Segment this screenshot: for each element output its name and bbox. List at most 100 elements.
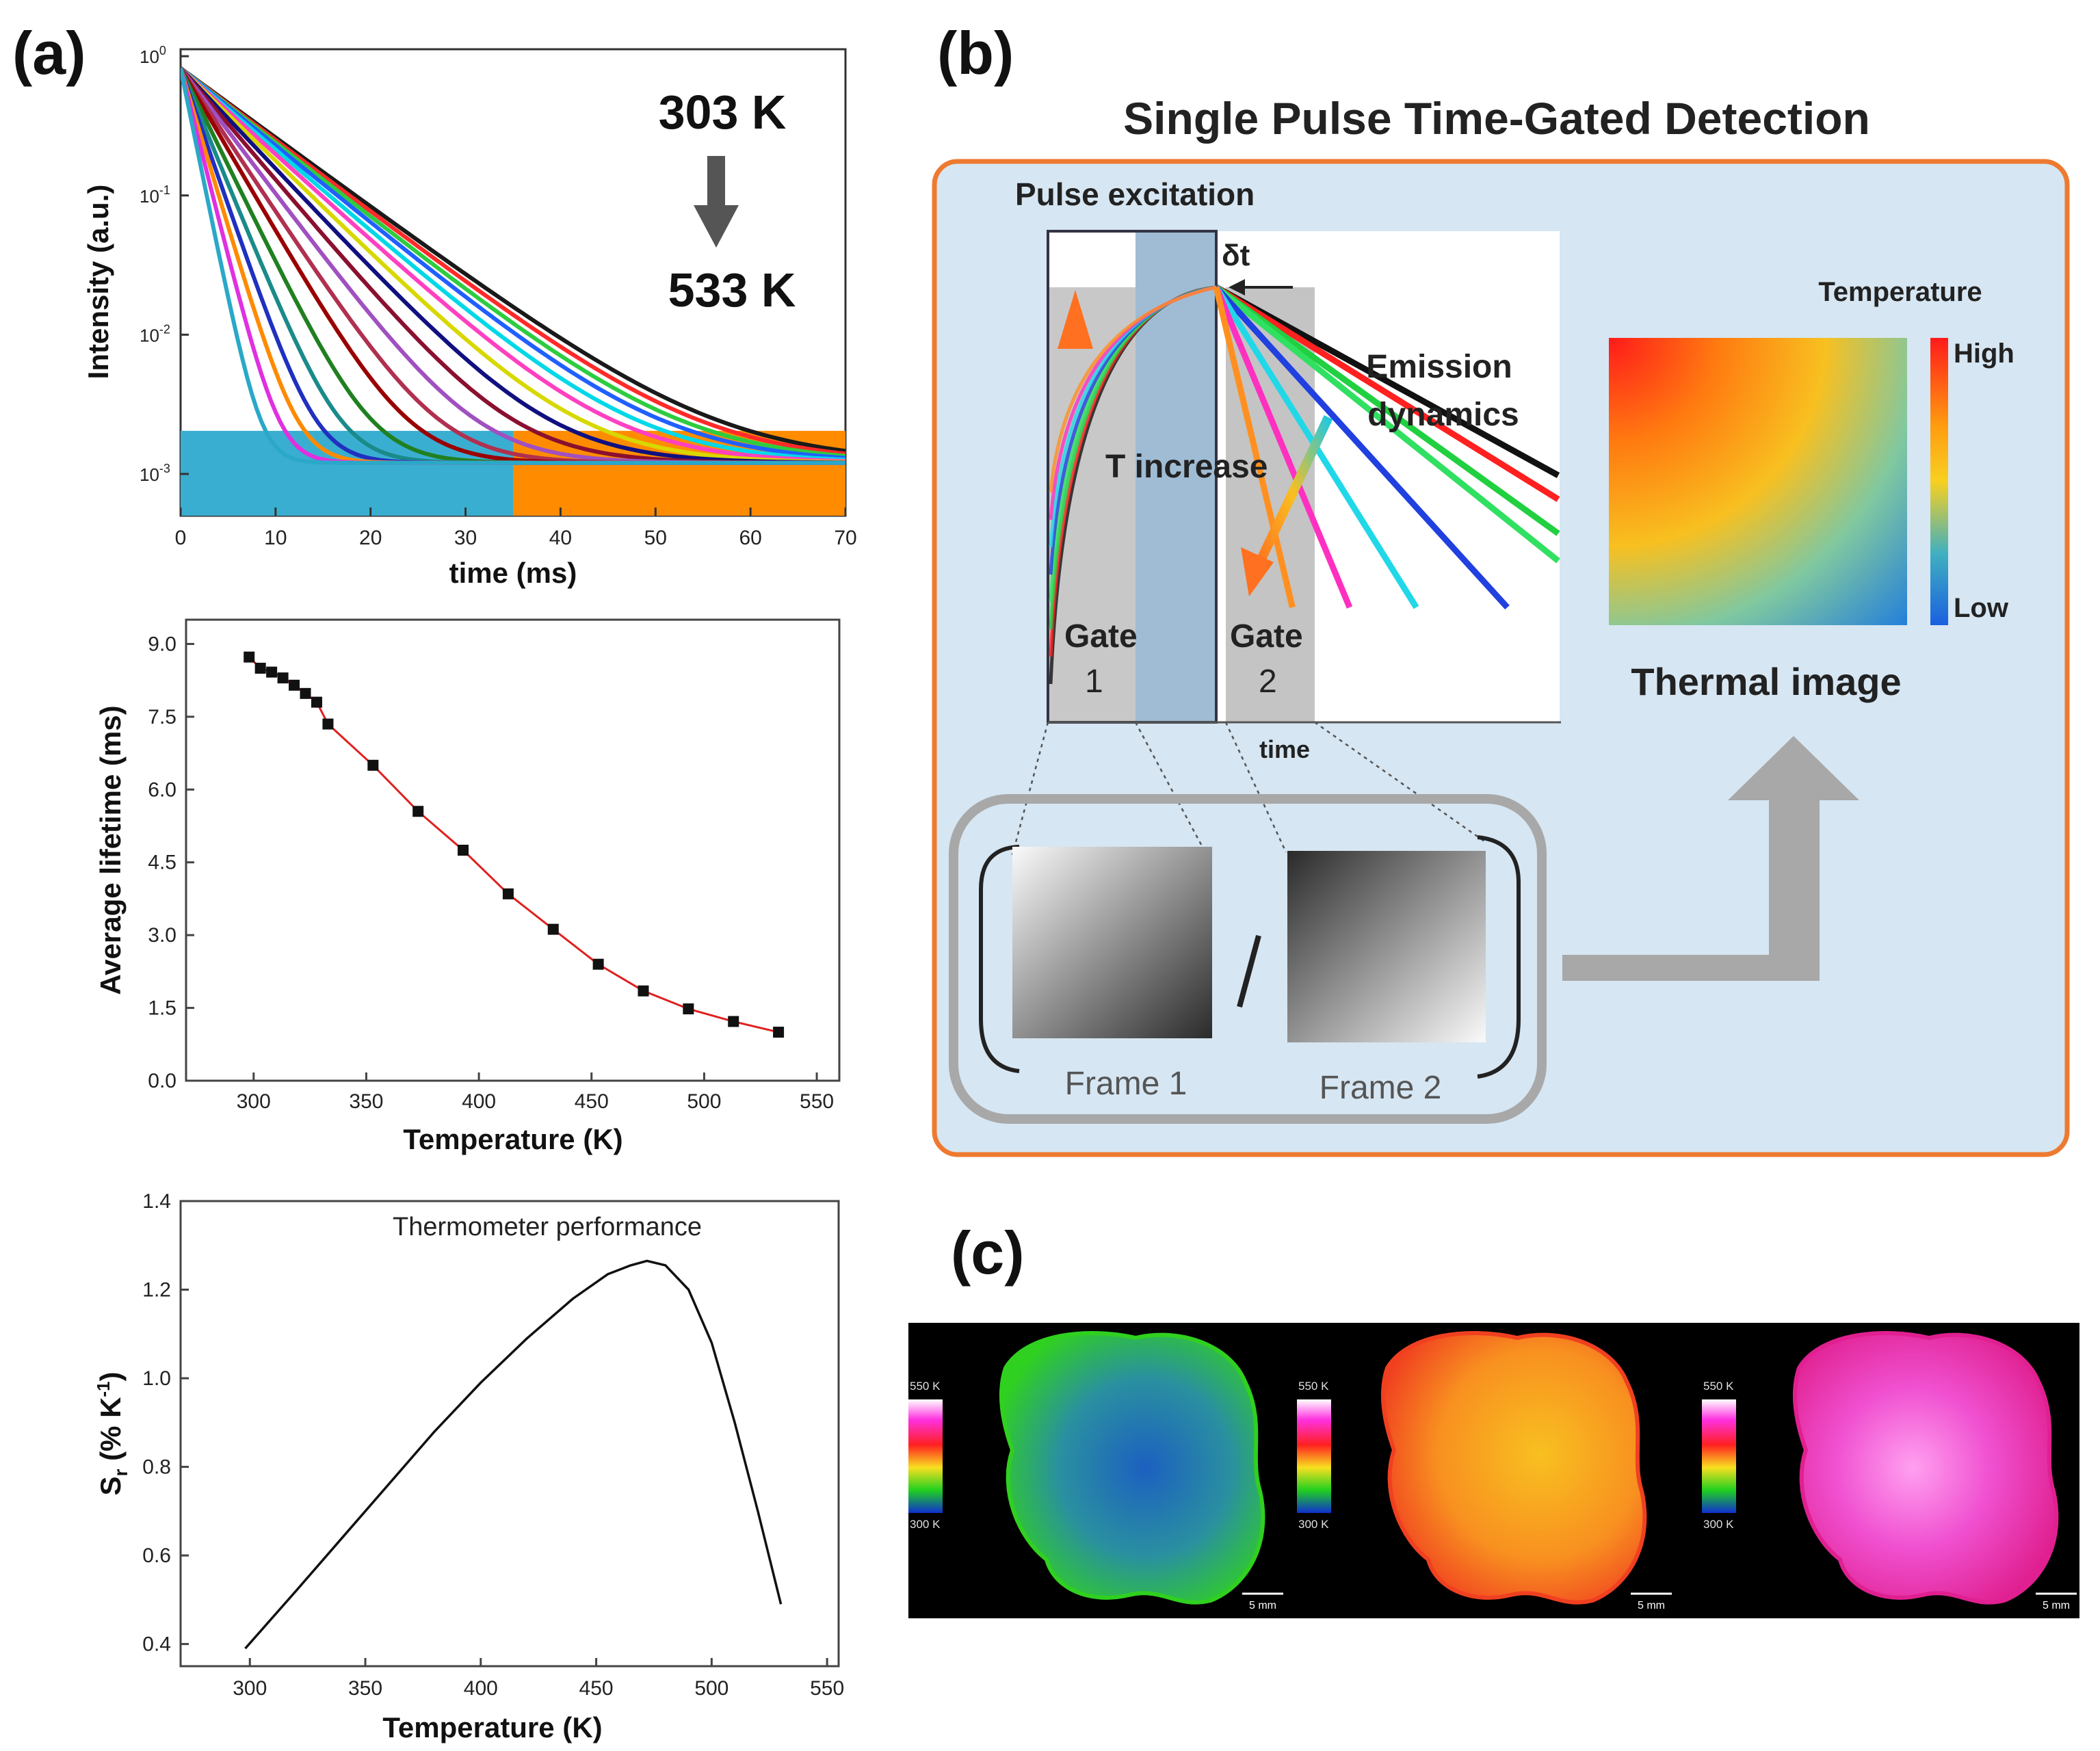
sensitivity-chart: 300 350 400 450 500 550 0.4 0.6 0.8 1.0 1.2 1.4 The… [93, 1190, 844, 1743]
frames-bracket-left [979, 845, 1020, 1073]
decay-ytick-label: 10-2 [140, 322, 170, 345]
lifetime-ylabel: Average lifetime (ms) [94, 705, 127, 995]
sensitivity-ytick-label: 1.0 [142, 1367, 171, 1390]
schematic-title: Single Pulse Time-Gated Detection [1123, 93, 1870, 144]
panel-label-c: (c) [951, 1219, 1025, 1287]
decay-xtick-label: 0 [175, 527, 187, 549]
lifetime-data-point [683, 1003, 694, 1014]
decay-xtick-label: 60 [739, 527, 761, 549]
frame1-image [1012, 847, 1212, 1038]
sensitivity-ytick-label: 1.4 [142, 1190, 171, 1213]
schematic-panel: Single Pulse Time-Gated Detection Pulse … [932, 93, 2070, 1157]
lifetime-data-point [412, 806, 424, 817]
sensitivity-ytick-label: 1.2 [142, 1279, 171, 1302]
gate-decay-curve [1214, 285, 1560, 564]
pulse-excitation-label: Pulse excitation [1015, 176, 1255, 212]
lifetime-chart: 300 350 400 450 500 5500.01.53.04.56.07.59.0 … [94, 618, 841, 1155]
lifetime-ytick-label: 6.0 [148, 778, 176, 801]
t-increase-arrow-down [1252, 415, 1333, 570]
sensitivity-ylabel-close: ) [94, 1371, 127, 1381]
lifetime-data-point [311, 696, 322, 708]
lifetime-ytick-label: 3.0 [148, 924, 176, 947]
decay-temperature-arrow [694, 156, 739, 248]
colorbar-low-label: Low [1954, 593, 2009, 623]
sensitivity-ylabel-exp: -1 [93, 1381, 114, 1397]
panel-label-a: (a) [12, 19, 86, 87]
thermal-image [1609, 338, 1907, 625]
colorbar-high-label: High [1954, 339, 2014, 369]
lifetime-data-point [367, 759, 379, 771]
gate2-label-word: Gate [1230, 618, 1303, 655]
decay-xtick-label: 70 [834, 527, 856, 549]
decay-xtick-label: 10 [264, 527, 287, 549]
frames-bracket-right [1477, 835, 1521, 1079]
lifetime-ytick-label: 1.5 [148, 997, 176, 1020]
lifetime-data-point [322, 718, 334, 730]
projection-lines [1011, 721, 1485, 856]
decay-ytick-base: 10 [140, 47, 159, 67]
t-increase-arrowhead-up [1058, 290, 1093, 349]
gate2-label-number: 2 [1259, 663, 1277, 700]
decay-ytick-exp: 0 [159, 44, 166, 57]
sensitivity-plot-frame [179, 1200, 840, 1668]
thermal-image-label: Thermal image [1631, 660, 1901, 703]
lifetime-data-point [277, 672, 289, 684]
gate-decay-curve [1214, 285, 1560, 536]
sensitivity-curve [244, 1259, 783, 1650]
sensitivity-xtick-label: 300 [233, 1677, 267, 1700]
sensitivity-xtick-label: 400 [464, 1677, 498, 1700]
lifetime-data-point [638, 985, 649, 997]
map-colorbar [1702, 1399, 1736, 1513]
gate1-label-number: 1 [1085, 663, 1103, 700]
decay-ytick-exp: -2 [159, 322, 170, 336]
decay-series-333k [181, 66, 845, 460]
lifetime-xtick-label: 500 [687, 1090, 721, 1113]
lifetime-data-point [458, 845, 469, 856]
decay-series-343k [181, 66, 845, 462]
flow-arrow [1562, 736, 1859, 981]
sensitivity-ytick-label: 0.6 [142, 1544, 171, 1567]
gate-decay-curve [1214, 285, 1560, 502]
time-axis-label: time [1259, 735, 1310, 763]
frame-divide-slash [1237, 934, 1261, 1008]
sensitivity-xtick-label: 550 [810, 1677, 844, 1700]
sensitivity-xlabel: Temperature (K) [382, 1711, 602, 1743]
emission-label-1: Emission [1366, 349, 1512, 385]
decay-xlabel: time (ms) [449, 557, 577, 589]
sensitivity-ylabel-sub: r [110, 1469, 131, 1477]
decay-ylabel: Intensity (a.u.) [82, 185, 114, 380]
lifetime-data-point [728, 1016, 739, 1027]
lifetime-data-point [592, 958, 604, 970]
gate-decay-curve [1214, 285, 1560, 478]
decay-ytick-label: 10-1 [140, 183, 170, 207]
map-colorbar-min: 300 K [1298, 1518, 1329, 1531]
lifetime-ytick-label: 4.5 [148, 852, 176, 874]
decay-series-313k [181, 66, 845, 456]
map-colorbar-max: 550 K [910, 1380, 941, 1393]
decay-series-323k [181, 66, 845, 458]
lifetime-data-point [289, 679, 300, 691]
map-scalebar-label: 5 mm [1249, 1600, 1276, 1611]
gate-decay-curve [1213, 286, 1296, 609]
decay-ytick-base: 10 [140, 464, 159, 485]
lifetime-xtick-label: 300 [237, 1090, 271, 1113]
decay-noise-floor-cool [181, 430, 513, 516]
lifetime-data-point [300, 687, 311, 699]
delta-t-label: δt [1222, 239, 1250, 272]
sensitivity-ytick-label: 0.8 [142, 1456, 171, 1479]
decay-annotation-303k: 303 K [659, 85, 787, 139]
frame2-image [1287, 851, 1486, 1042]
lifetime-xtick-label: 350 [349, 1090, 383, 1113]
decay-series-353k [181, 66, 845, 464]
decay-ytick-label: 10-3 [140, 462, 170, 485]
map-colorbar [908, 1399, 943, 1513]
map-scalebar-label: 5 mm [1638, 1600, 1665, 1611]
sensitivity-ytick-label: 0.4 [142, 1633, 171, 1656]
map-colorbar-max: 550 K [1703, 1380, 1734, 1393]
decay-annotation-533k: 533 K [668, 263, 796, 317]
decay-ytick-base: 10 [140, 325, 159, 345]
map-hot [1793, 1331, 2059, 1605]
map-colorbar-min: 300 K [1703, 1518, 1734, 1531]
sensitivity-xtick-label: 350 [348, 1677, 382, 1700]
